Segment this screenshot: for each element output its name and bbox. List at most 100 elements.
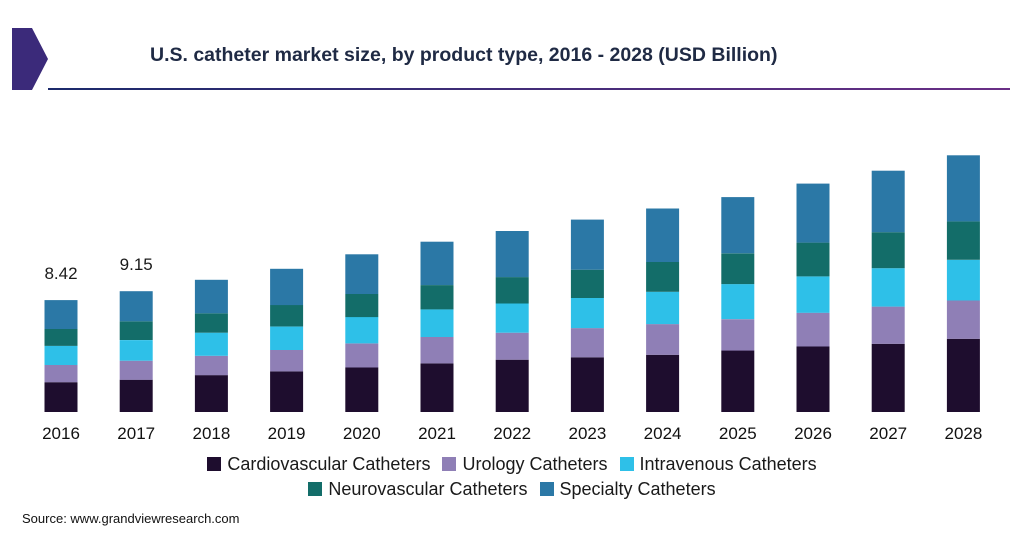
- x-tick-label: 2018: [192, 424, 230, 443]
- bar-segment-urology-2023: [570, 328, 604, 358]
- bar-stack-2021: [420, 241, 454, 412]
- bar-segment-cardiovascular-2026: [796, 346, 830, 412]
- bar-segment-urology-2028: [946, 300, 980, 339]
- legend-swatch-neurovascular: [308, 482, 323, 496]
- bar-segment-urology-2025: [721, 319, 755, 351]
- bar-segment-urology-2026: [796, 312, 830, 347]
- bar-segment-cardiovascular-2018: [194, 375, 228, 412]
- bar-segment-specialty-2028: [946, 155, 980, 222]
- bar-segment-specialty-2021: [420, 241, 454, 285]
- bar-segment-intravenous-2023: [570, 298, 604, 329]
- bar-segment-neurovascular-2021: [420, 285, 454, 310]
- bar-segment-neurovascular-2023: [570, 269, 604, 298]
- bar-segment-intravenous-2022: [495, 303, 529, 333]
- bar-stack-2028: [946, 155, 980, 412]
- bar-segment-neurovascular-2018: [194, 313, 228, 333]
- x-tick-label: 2023: [568, 424, 606, 443]
- bar-segment-specialty-2023: [570, 219, 604, 270]
- bar-segment-neurovascular-2024: [646, 262, 680, 292]
- bar-segment-neurovascular-2022: [495, 277, 529, 304]
- bar-segment-intravenous-2027: [871, 268, 905, 307]
- bar-segment-intravenous-2028: [946, 259, 980, 301]
- bar-segment-specialty-2017: [119, 291, 153, 322]
- bar-segment-neurovascular-2017: [119, 321, 153, 340]
- bar-segment-intravenous-2026: [796, 276, 830, 313]
- bar-segment-urology-2022: [495, 332, 529, 360]
- bar-segment-specialty-2026: [796, 183, 830, 243]
- bar-stack-2023: [570, 219, 604, 412]
- x-tick-label: 2026: [794, 424, 832, 443]
- data-label-2016: 8.42: [44, 264, 77, 283]
- bar-segment-cardiovascular-2021: [420, 363, 454, 412]
- legend-label-intravenous: Intravenous Catheters: [639, 453, 817, 474]
- legend-item-intravenous: Intravenous Catheters: [619, 453, 817, 475]
- bar-segment-specialty-2027: [871, 170, 905, 233]
- bar-segment-urology-2016: [44, 365, 78, 383]
- bar-segment-specialty-2019: [270, 268, 304, 306]
- logo-shape: [12, 28, 48, 90]
- bar-segment-intravenous-2021: [420, 309, 454, 337]
- legend-label-neurovascular: Neurovascular Catheters: [328, 478, 528, 499]
- legend-swatch-urology: [442, 457, 457, 471]
- bar-segment-neurovascular-2026: [796, 242, 830, 277]
- bar-segment-neurovascular-2016: [44, 329, 78, 346]
- bar-stack-2017: [119, 291, 153, 412]
- legend-item-cardiovascular: Cardiovascular Catheters: [207, 454, 430, 475]
- title-divider: [48, 88, 1010, 90]
- bar-segment-urology-2021: [420, 337, 454, 364]
- bar-segment-specialty-2016: [44, 300, 78, 329]
- bar-stack-2019: [270, 268, 304, 412]
- bar-stack-2027: [871, 170, 905, 412]
- legend-item-neurovascular: Neurovascular Catheters: [308, 478, 528, 500]
- legend-item-specialty: Specialty Catheters: [539, 479, 716, 500]
- bar-segment-intravenous-2025: [721, 284, 755, 320]
- bar-segment-urology-2018: [194, 355, 228, 376]
- stacked-bar-chart: 2016 2017 2018 2019 2020 2021 2022 2023 2024 2025…: [42, 155, 982, 443]
- bar-segment-cardiovascular-2017: [119, 379, 153, 412]
- bar-segment-intravenous-2016: [44, 345, 78, 365]
- legend-label-cardiovascular: Cardiovascular Catheters: [227, 453, 431, 474]
- bar-segment-intravenous-2020: [345, 317, 379, 344]
- bar-segment-neurovascular-2027: [871, 232, 905, 269]
- bar-stack-2024: [646, 208, 680, 412]
- x-tick-label: 2019: [268, 424, 306, 443]
- data-label-2017: 9.15: [120, 255, 153, 274]
- bar-segment-intravenous-2017: [119, 340, 153, 361]
- bar-stack-2025: [721, 197, 755, 412]
- brand-logo: [12, 28, 48, 90]
- legend-swatch-specialty: [539, 482, 554, 496]
- bar-segment-intravenous-2018: [194, 332, 228, 356]
- bar-segment-cardiovascular-2028: [946, 338, 980, 412]
- x-tick-label: 2021: [418, 424, 456, 443]
- x-tick-label: 2020: [343, 424, 381, 443]
- x-tick-label: 2017: [117, 424, 155, 443]
- bar-segment-cardiovascular-2023: [570, 357, 604, 412]
- legend-swatch-cardiovascular: [207, 457, 222, 471]
- bar-segment-intravenous-2019: [270, 326, 304, 350]
- bar-segment-specialty-2025: [721, 197, 755, 254]
- bar-segment-urology-2020: [345, 343, 379, 368]
- bar-segment-urology-2024: [646, 324, 680, 355]
- bar-stack-2020: [345, 254, 379, 412]
- bar-segment-urology-2019: [270, 349, 304, 372]
- bar-segment-specialty-2018: [194, 279, 228, 314]
- legend-row-2: Neurovascular Catheters Specialty Cathet…: [0, 478, 1024, 500]
- bar-segment-urology-2027: [871, 306, 905, 344]
- bar-segment-urology-2017: [119, 360, 153, 380]
- chart-title: U.S. catheter market size, by product ty…: [150, 44, 778, 66]
- bar-segment-intravenous-2024: [646, 291, 680, 325]
- x-tick-label: 2016: [42, 424, 80, 443]
- bar-stack-2018: [194, 279, 228, 412]
- bar-segment-specialty-2024: [646, 208, 680, 262]
- bar-segment-neurovascular-2020: [345, 294, 379, 318]
- legend-row-1: Cardiovascular Catheters Urology Cathete…: [0, 453, 1024, 475]
- bar-stack-2022: [495, 231, 529, 412]
- bar-segment-neurovascular-2019: [270, 305, 304, 327]
- x-tick-label: 2025: [719, 424, 757, 443]
- bar-segment-cardiovascular-2016: [44, 382, 78, 412]
- bar-segment-neurovascular-2025: [721, 253, 755, 285]
- bar-segment-cardiovascular-2024: [646, 354, 680, 412]
- bar-segment-cardiovascular-2025: [721, 350, 755, 412]
- legend-item-urology: Urology Catheters: [442, 454, 608, 475]
- bar-stack-2026: [796, 183, 830, 412]
